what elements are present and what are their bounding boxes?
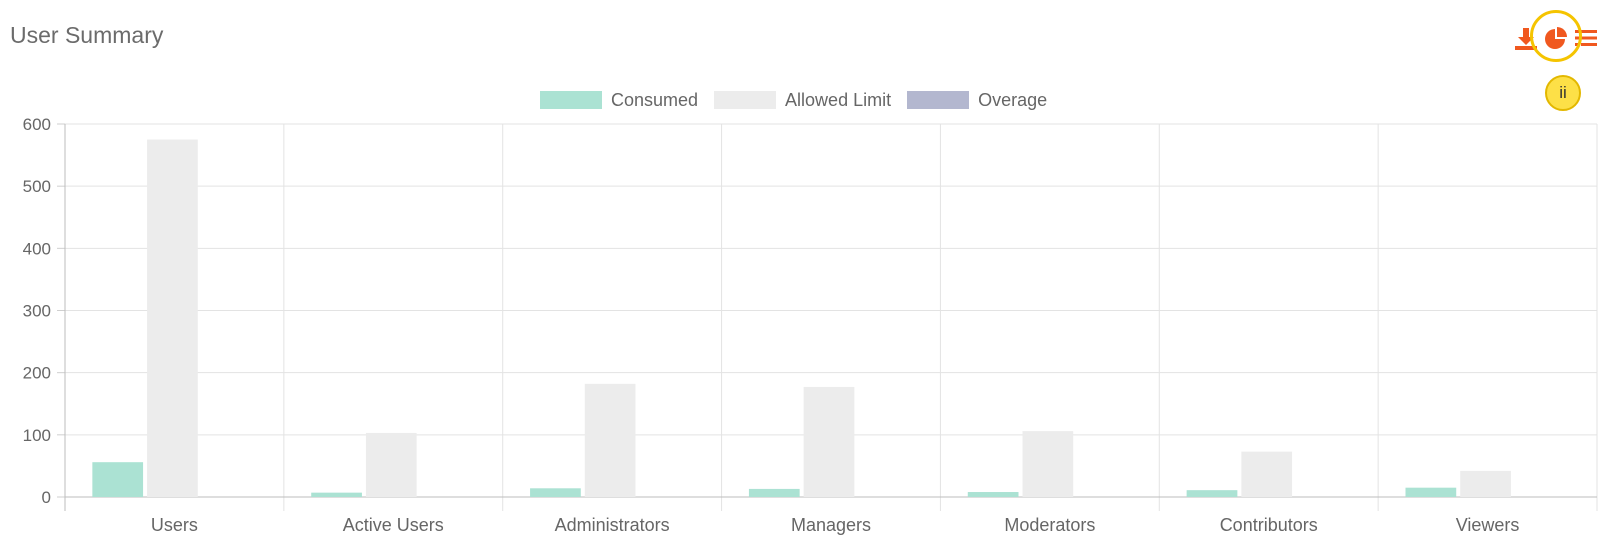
- bar-consumed: [967, 492, 1019, 497]
- y-tick-label: 400: [23, 239, 51, 258]
- bar-allowed-limit: [1241, 451, 1293, 497]
- legend-item-consumed[interactable]: Consumed: [540, 90, 698, 111]
- legend-item-overage[interactable]: Overage: [907, 90, 1047, 111]
- bar-allowed-limit: [584, 383, 636, 497]
- list-icon[interactable]: [1572, 24, 1600, 52]
- y-tick-label: 300: [23, 302, 51, 321]
- x-tick-label: Managers: [791, 515, 871, 535]
- x-tick-label: Administrators: [555, 515, 670, 535]
- bar-consumed: [1405, 487, 1457, 497]
- chart-legend: Consumed Allowed Limit Overage: [540, 88, 1063, 112]
- bar-allowed-limit: [1460, 470, 1511, 497]
- legend-swatch-consumed: [540, 91, 602, 109]
- bar-consumed: [748, 488, 800, 497]
- legend-label-consumed: Consumed: [611, 89, 699, 110]
- bar-allowed-limit: [803, 386, 855, 497]
- y-tick-label: 100: [23, 426, 51, 445]
- y-tick-label: 200: [23, 364, 51, 383]
- y-tick-label: 600: [23, 115, 51, 134]
- panel-title: User Summary: [10, 22, 164, 48]
- legend-item-allowed-limit[interactable]: Allowed Limit: [714, 90, 891, 111]
- bar-consumed: [530, 488, 581, 497]
- x-tick-label: Moderators: [1004, 515, 1095, 535]
- y-tick-label: 500: [23, 177, 51, 196]
- legend-label-allowed-limit: Allowed Limit: [785, 89, 892, 110]
- bar-allowed-limit: [147, 139, 198, 497]
- legend-label-overage: Overage: [978, 89, 1048, 110]
- hint-badge[interactable]: ii: [1545, 75, 1581, 111]
- x-tick-label: Active Users: [343, 515, 444, 535]
- bar-consumed: [92, 462, 144, 497]
- x-tick-label: Viewers: [1456, 515, 1520, 535]
- x-tick-label: Contributors: [1220, 515, 1318, 535]
- x-tick-label: Users: [151, 515, 198, 535]
- pie-chart-icon[interactable]: [1542, 24, 1570, 52]
- bar-allowed-limit: [1022, 431, 1074, 497]
- y-tick-label: 0: [42, 488, 51, 507]
- legend-swatch-allowed-limit: [714, 91, 777, 109]
- legend-swatch-overage: [907, 91, 970, 109]
- bar-allowed-limit: [365, 432, 417, 497]
- bar-consumed: [311, 492, 362, 497]
- bar-consumed: [1186, 490, 1238, 497]
